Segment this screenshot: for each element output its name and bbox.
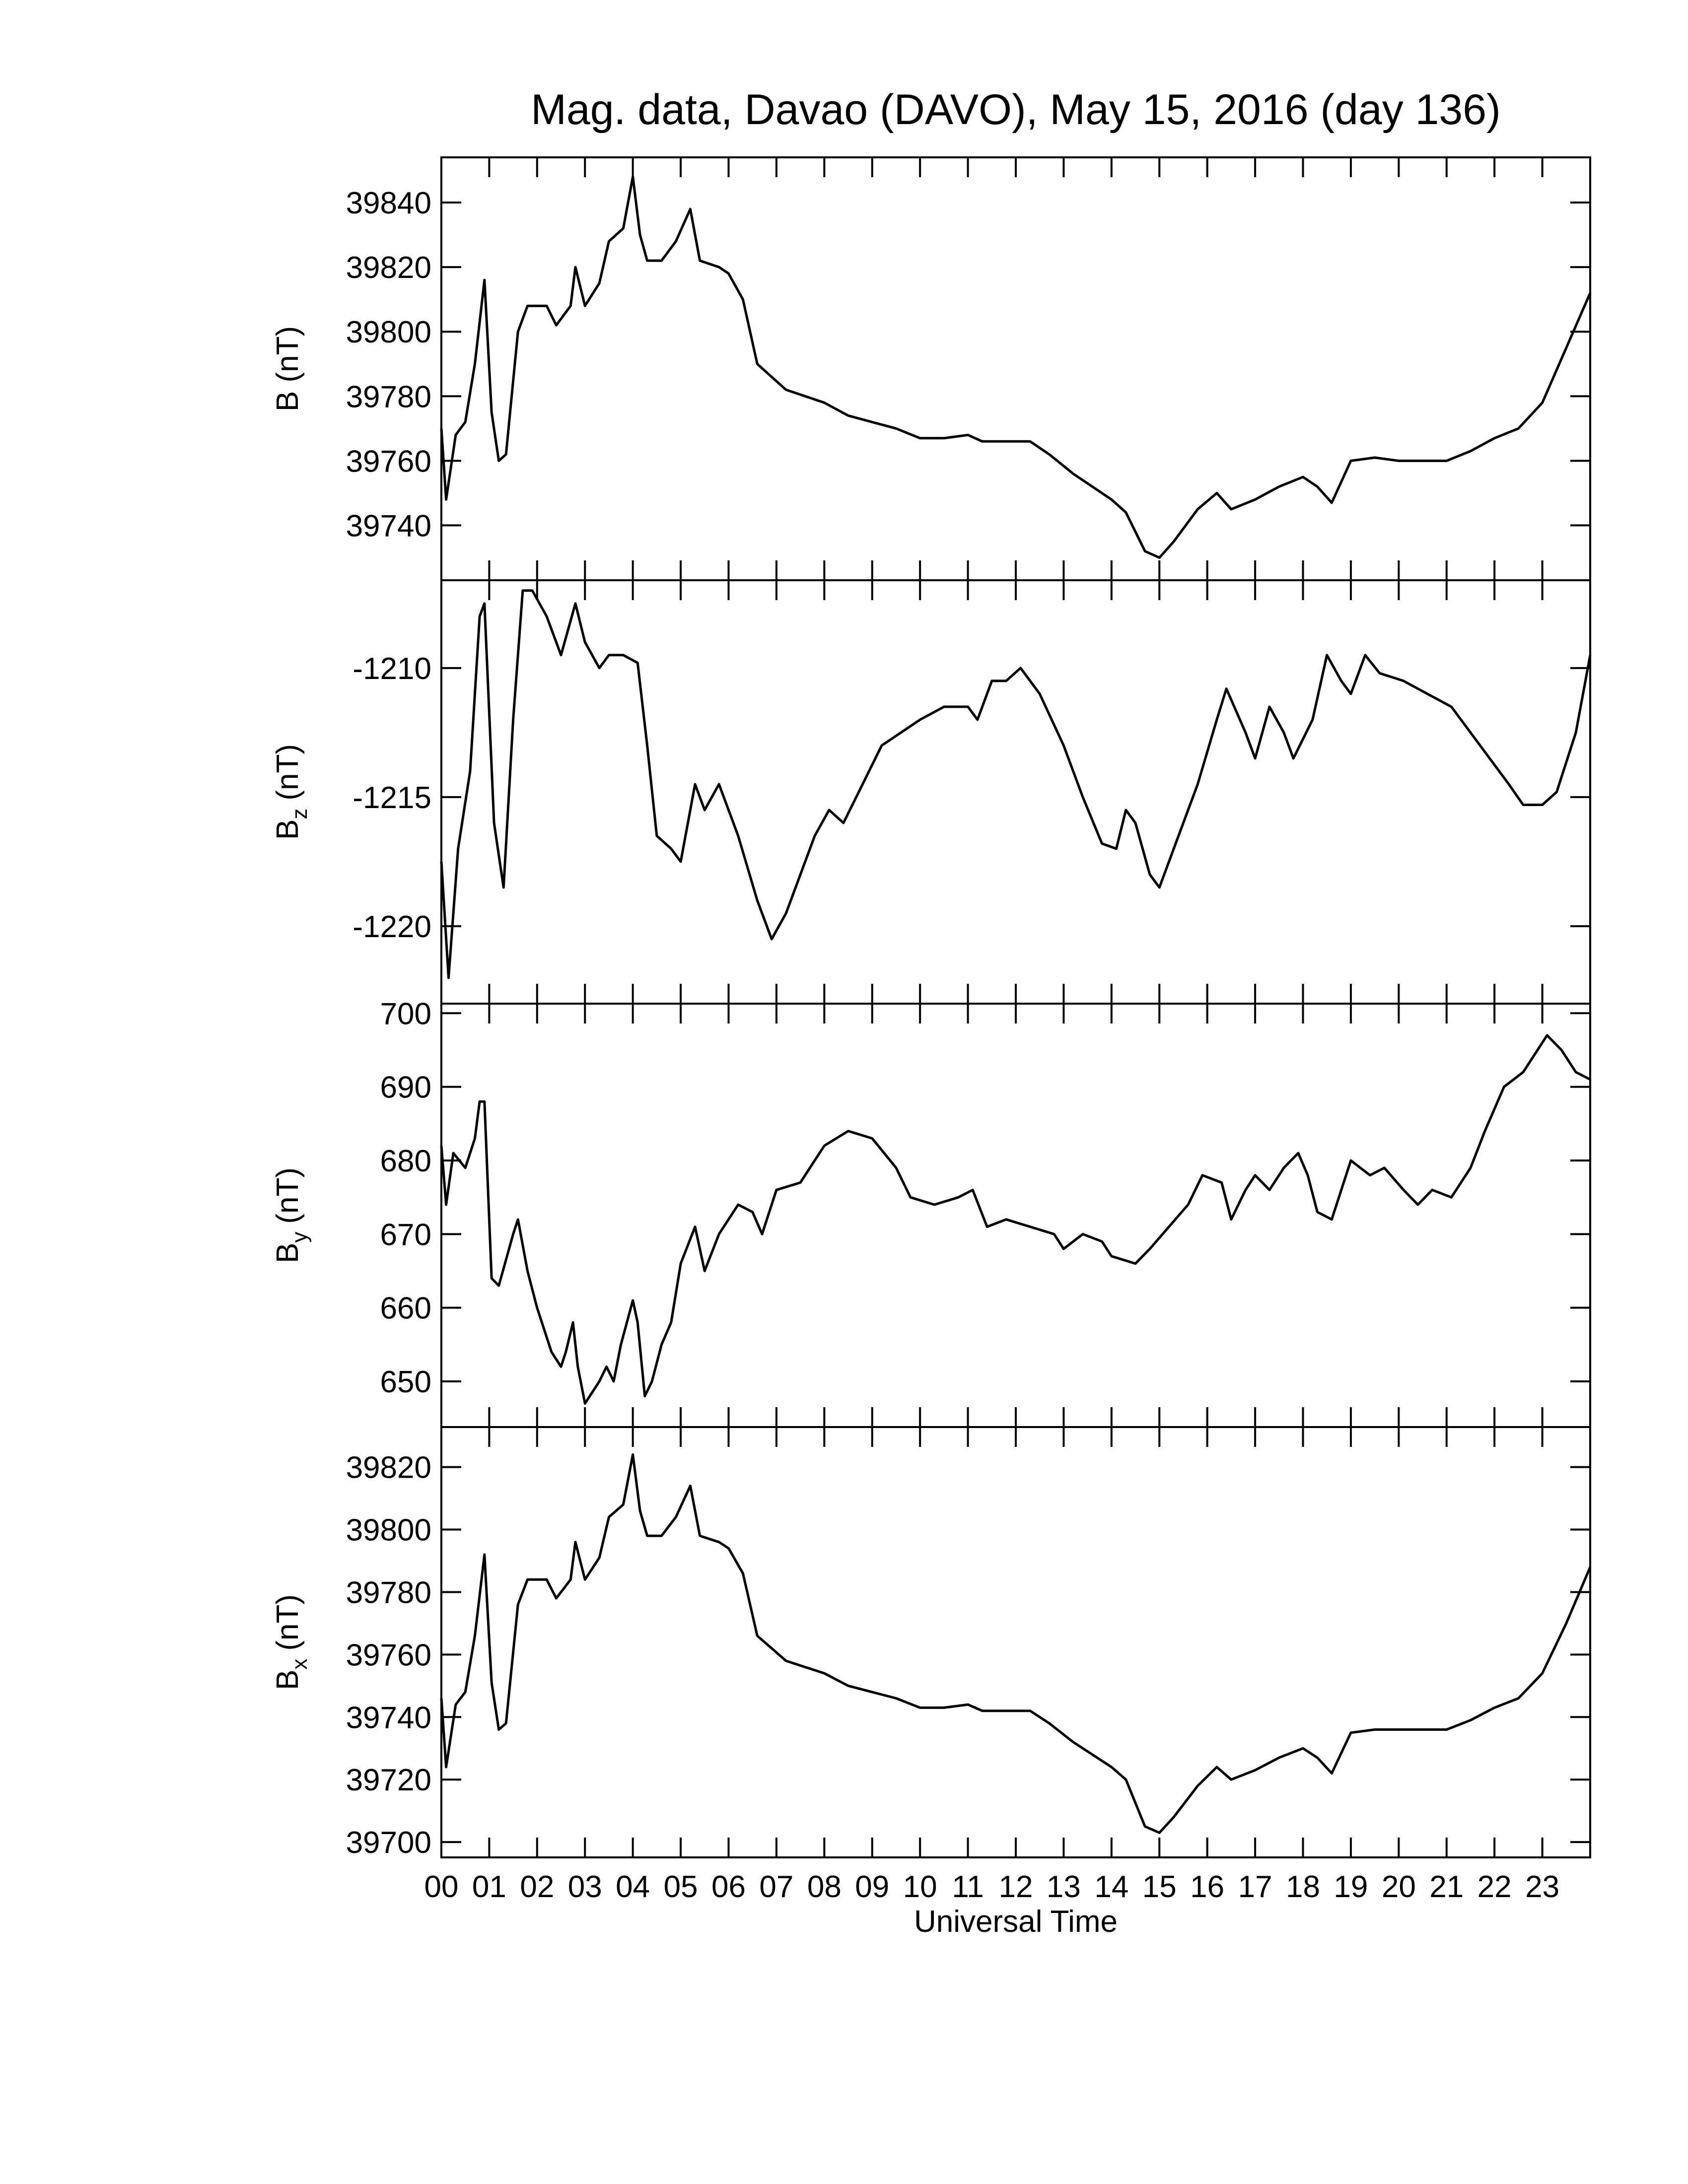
y-tick-label: 39840 [346,186,431,220]
y-axis-label: Bz (nT) [271,744,312,840]
x-tick-label: 08 [807,1870,842,1904]
y-tick-label: 39760 [346,1638,431,1672]
y-tick-label: 39740 [346,509,431,543]
y-tick-label: 690 [380,1071,431,1105]
y-axis-label-unit: (nT) [271,1594,305,1651]
x-tick-label: 05 [664,1870,698,1904]
y-tick-label: 39720 [346,1763,431,1797]
x-tick-label: 23 [1525,1870,1559,1904]
x-tick-label: 01 [472,1870,506,1904]
y-tick-label: 39800 [346,315,431,349]
x-tick-label: 17 [1238,1870,1272,1904]
y-tick-label: 39780 [346,380,431,414]
y-tick-label: -1220 [352,910,431,944]
plot-frame [440,156,1591,581]
data-line [440,1453,1592,1834]
y-tick-label: 39700 [346,1826,431,1860]
y-tick-label: 39820 [346,251,431,285]
x-tick-label: 22 [1477,1870,1512,1904]
x-tick-label: 13 [1047,1870,1081,1904]
x-tick-label: 21 [1429,1870,1464,1904]
y-tick-label: -1210 [352,652,431,686]
x-axis-label: Universal Time [914,1905,1118,1939]
data-line [440,589,1592,979]
y-tick-label: 39740 [346,1701,431,1735]
y-tick-label: 39780 [346,1575,431,1610]
y-axis-label: By (nT) [271,1167,312,1263]
y-axis-label-subscript: y [287,1232,312,1243]
x-tick-label: 10 [903,1870,937,1904]
x-tick-label: 00 [424,1870,459,1904]
data-line [440,1034,1591,1405]
y-tick-label: 39800 [346,1513,431,1548]
y-axis-label: B (nT) [271,326,305,411]
y-tick-label: 660 [380,1292,431,1326]
plot-frame [440,1003,1591,1428]
x-tick-label: 16 [1190,1870,1224,1904]
y-axis-label-symbol: B [271,1670,305,1690]
x-tick-label: 12 [999,1870,1033,1904]
y-tick-label: -1215 [352,781,431,815]
y-tick-label: 39820 [346,1451,431,1485]
y-axis-label: Bx (nT) [271,1594,312,1690]
x-tick-label: 02 [520,1870,554,1904]
plot-frame [440,1426,1591,1858]
data-line [440,175,1592,559]
x-tick-label: 07 [759,1870,793,1904]
y-axis-label-subscript: z [287,809,312,819]
x-tick-label: 18 [1286,1870,1320,1904]
y-tick-label: 650 [380,1365,431,1399]
y-axis-label-symbol: B [271,819,305,840]
x-tick-label: 11 [952,1870,984,1904]
x-tick-label: 15 [1142,1870,1177,1904]
y-axis-label-unit: (nT) [271,1167,305,1224]
x-tick-label: 09 [855,1870,889,1904]
x-tick-label: 03 [568,1870,602,1904]
y-axis-label-symbol: B [271,1243,305,1263]
x-tick-label: 06 [711,1870,746,1904]
x-tick-label: 20 [1382,1870,1416,1904]
x-tick-label: 04 [616,1870,650,1904]
y-axis-label-unit: (nT) [271,744,305,801]
y-axis-label-subscript: x [287,1659,312,1670]
y-tick-label: 680 [380,1144,431,1178]
plot-frame [440,579,1591,1005]
x-tick-label: 19 [1334,1870,1368,1904]
x-tick-label: 14 [1094,1870,1128,1904]
y-tick-label: 700 [380,997,431,1031]
y-tick-label: 39760 [346,444,431,478]
chart-title: Mag. data, Davao (DAVO), May 15, 2016 (d… [531,86,1500,134]
y-tick-label: 670 [380,1218,431,1252]
